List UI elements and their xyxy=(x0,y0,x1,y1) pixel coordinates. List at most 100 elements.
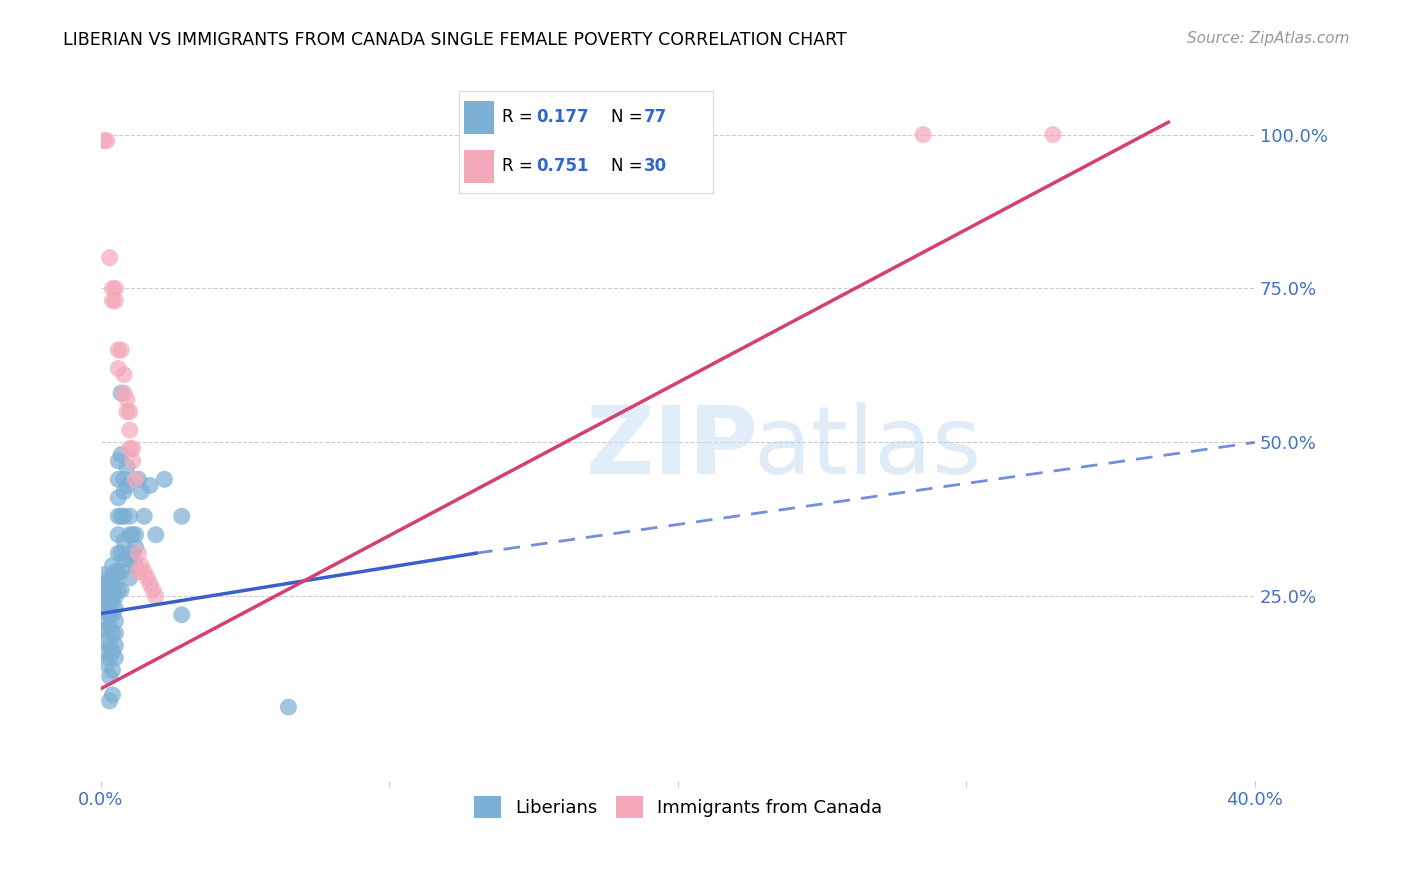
Point xyxy=(112,552,135,566)
Point xyxy=(115,404,138,418)
Point xyxy=(104,614,127,628)
Point xyxy=(98,595,121,609)
Point xyxy=(107,454,129,468)
Point xyxy=(101,595,124,609)
Point xyxy=(104,626,127,640)
Text: ZIP: ZIP xyxy=(586,402,758,494)
Point xyxy=(93,134,115,148)
Point xyxy=(101,293,124,308)
Point xyxy=(136,571,159,585)
Point xyxy=(134,565,156,579)
Point xyxy=(107,491,129,505)
Point xyxy=(93,567,115,582)
Text: atlas: atlas xyxy=(754,402,981,494)
Point xyxy=(98,651,121,665)
Point xyxy=(107,361,129,376)
Point xyxy=(127,546,149,560)
Point xyxy=(112,386,135,401)
Point xyxy=(98,583,121,598)
Point xyxy=(96,601,118,615)
Point xyxy=(112,509,135,524)
Point xyxy=(121,454,143,468)
Point xyxy=(110,583,132,598)
Point xyxy=(118,423,141,437)
Point xyxy=(112,368,135,382)
Text: LIBERIAN VS IMMIGRANTS FROM CANADA SINGLE FEMALE POVERTY CORRELATION CHART: LIBERIAN VS IMMIGRANTS FROM CANADA SINGL… xyxy=(63,31,846,49)
Point xyxy=(124,527,146,541)
Point xyxy=(127,565,149,579)
Point xyxy=(93,605,115,619)
Point xyxy=(96,134,118,148)
Point xyxy=(112,472,135,486)
Point xyxy=(93,623,115,637)
Point xyxy=(1042,128,1064,142)
Point xyxy=(107,546,129,560)
Point xyxy=(101,645,124,659)
Point xyxy=(110,546,132,560)
Point xyxy=(118,552,141,566)
Point xyxy=(115,460,138,475)
Point xyxy=(110,565,132,579)
Point xyxy=(104,639,127,653)
Point xyxy=(96,589,118,603)
Point xyxy=(107,472,129,486)
Point xyxy=(107,583,129,598)
Point xyxy=(101,626,124,640)
Point xyxy=(104,651,127,665)
Point xyxy=(110,509,132,524)
Point xyxy=(104,293,127,308)
Point xyxy=(118,509,141,524)
Point xyxy=(96,657,118,671)
Point xyxy=(101,571,124,585)
Point xyxy=(145,589,167,603)
Point xyxy=(101,663,124,677)
Point xyxy=(110,343,132,357)
Point xyxy=(107,527,129,541)
Point xyxy=(104,589,127,603)
Point xyxy=(98,571,121,585)
Point xyxy=(107,343,129,357)
Point xyxy=(121,442,143,456)
Point xyxy=(124,540,146,554)
Point xyxy=(104,601,127,615)
Point xyxy=(104,577,127,591)
Point xyxy=(118,571,141,585)
Legend: Liberians, Immigrants from Canada: Liberians, Immigrants from Canada xyxy=(467,789,890,825)
Point xyxy=(118,404,141,418)
Point xyxy=(170,607,193,622)
Point xyxy=(131,558,153,573)
Point xyxy=(170,509,193,524)
Point xyxy=(142,583,165,598)
Point xyxy=(112,533,135,548)
Point xyxy=(124,472,146,486)
Point xyxy=(101,558,124,573)
Point xyxy=(104,281,127,295)
Point xyxy=(121,546,143,560)
Point xyxy=(93,592,115,607)
Point xyxy=(101,607,124,622)
Point xyxy=(101,583,124,598)
Point xyxy=(115,478,138,492)
Point xyxy=(115,392,138,407)
Point xyxy=(96,577,118,591)
Point xyxy=(121,527,143,541)
Point xyxy=(98,639,121,653)
Point xyxy=(145,527,167,541)
Point xyxy=(98,251,121,265)
Point xyxy=(101,281,124,295)
Point xyxy=(277,700,299,714)
Point xyxy=(110,448,132,462)
Point xyxy=(118,442,141,456)
Text: Source: ZipAtlas.com: Source: ZipAtlas.com xyxy=(1187,31,1350,46)
Point xyxy=(98,607,121,622)
Point xyxy=(93,580,115,594)
Point xyxy=(98,620,121,634)
Point xyxy=(96,632,118,647)
Point xyxy=(153,472,176,486)
Point xyxy=(104,565,127,579)
Point xyxy=(112,484,135,499)
Point xyxy=(98,669,121,683)
Point xyxy=(93,614,115,628)
Point xyxy=(101,688,124,702)
Point xyxy=(107,565,129,579)
